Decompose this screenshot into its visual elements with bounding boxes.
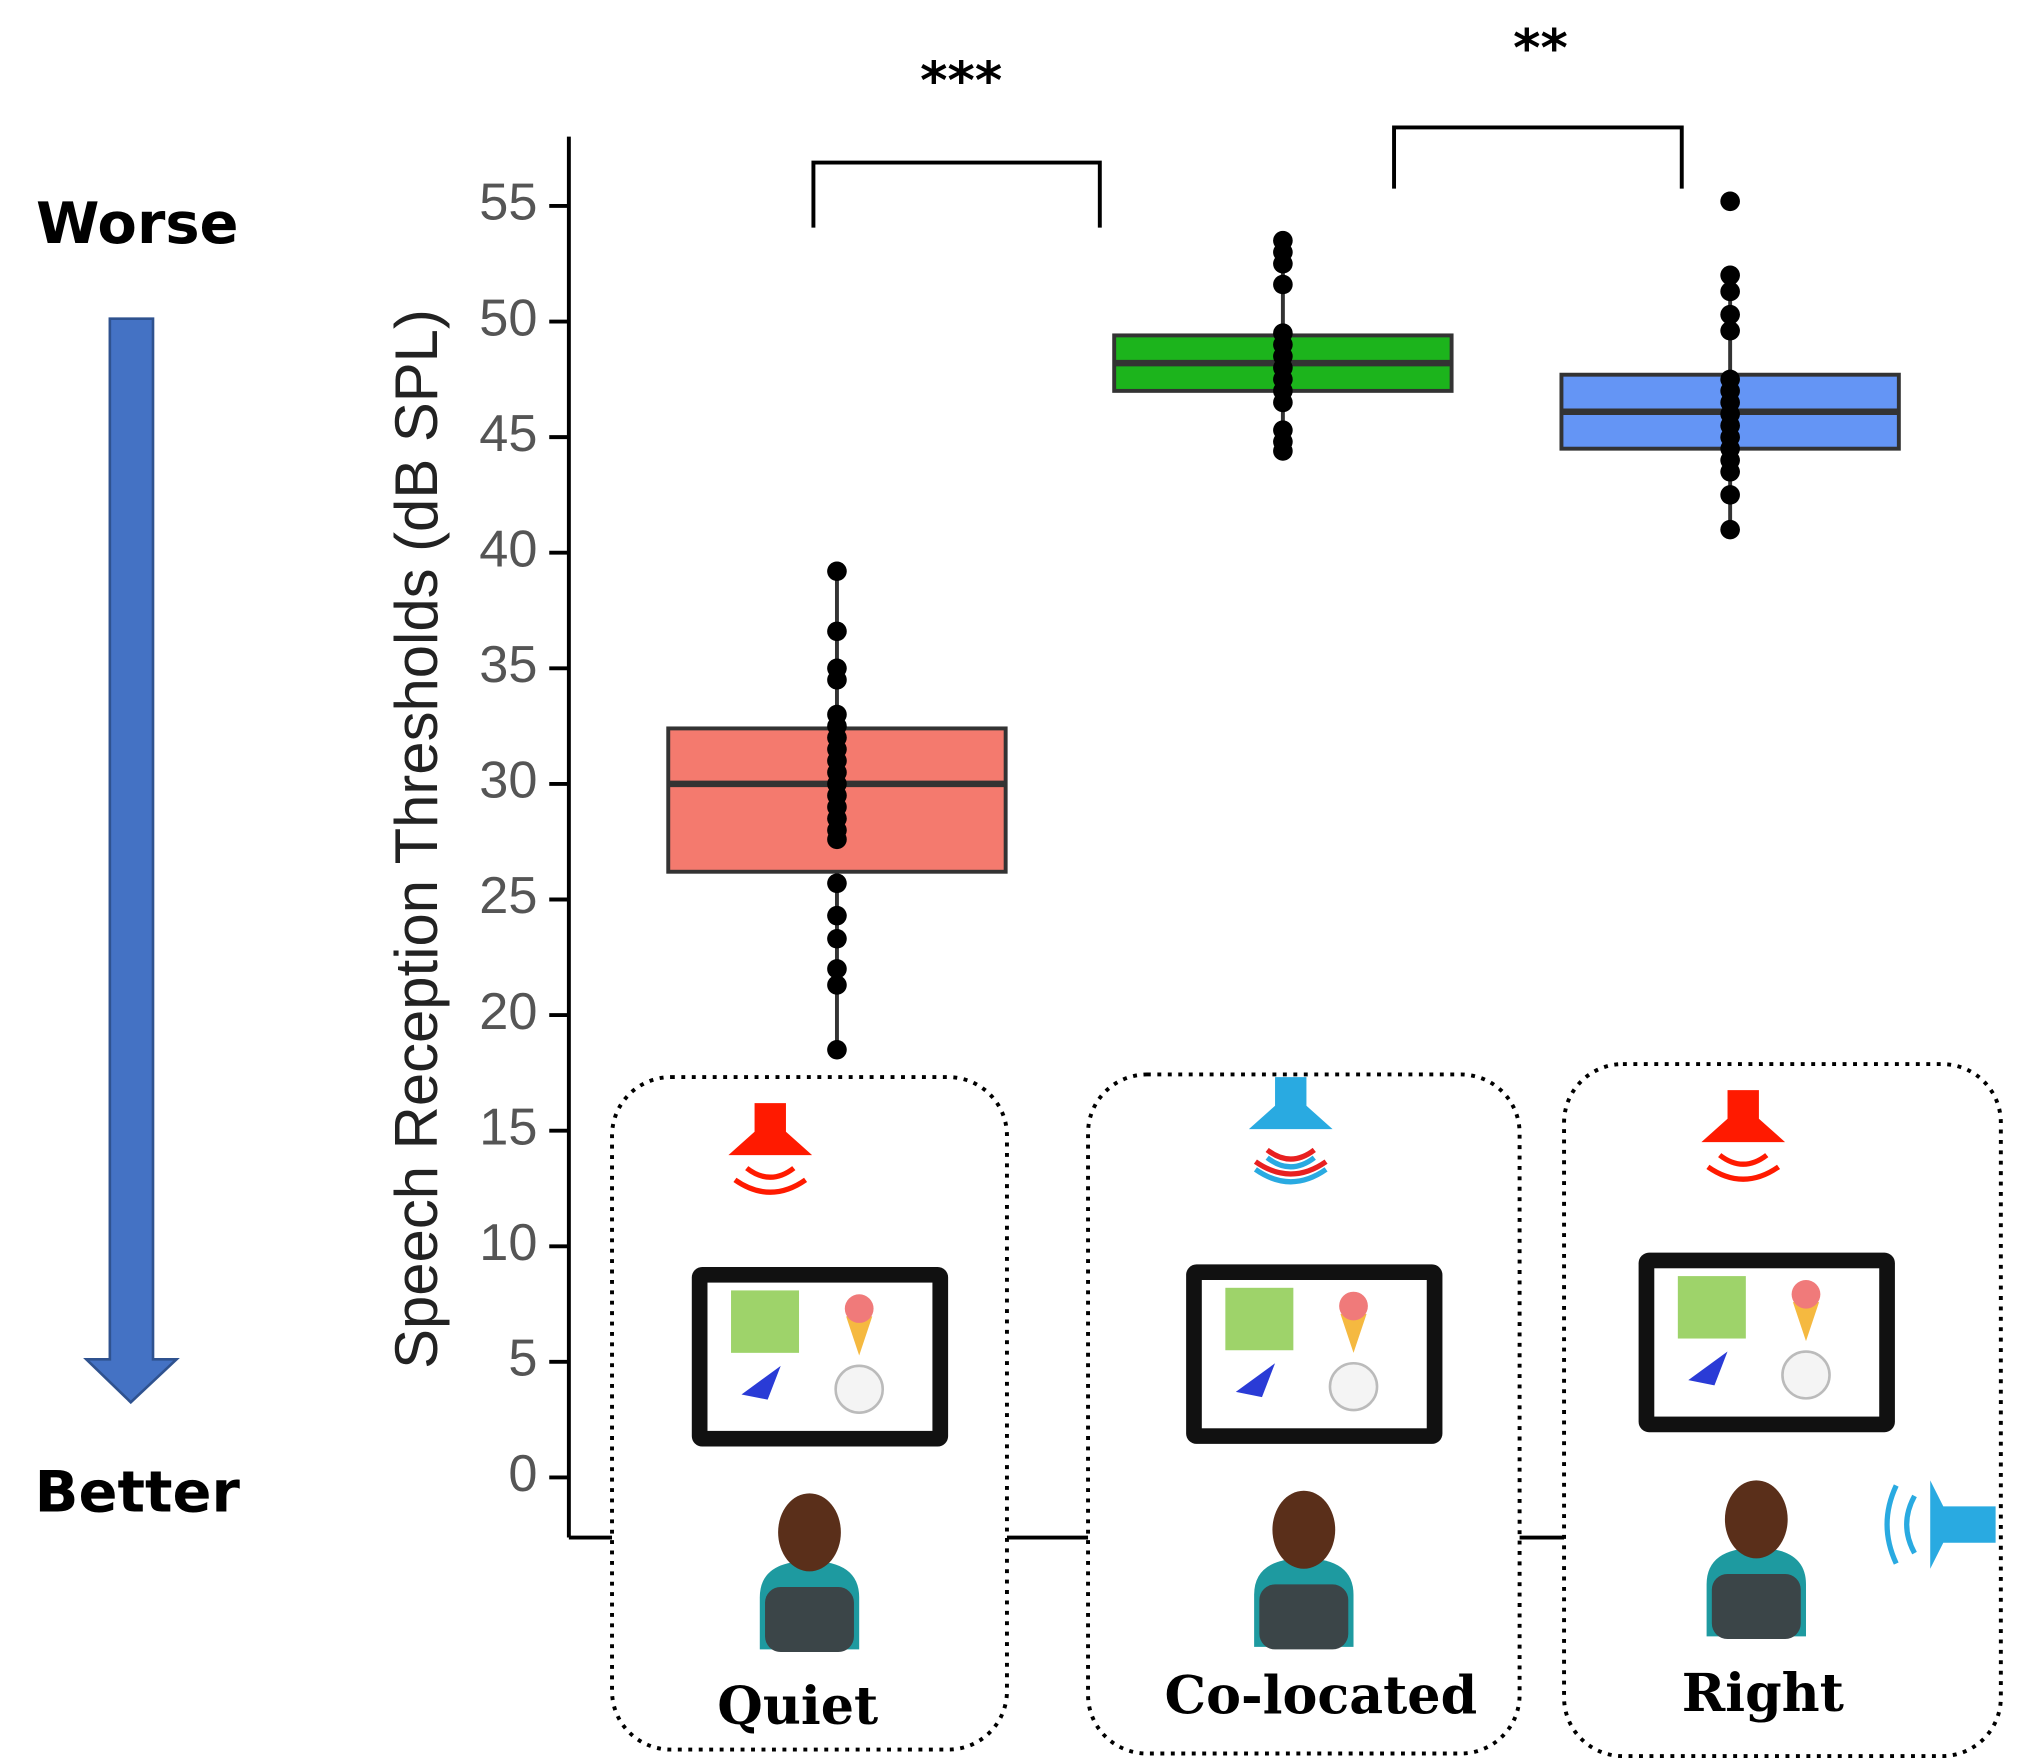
picture-ball [1782,1352,1829,1399]
data-point [827,670,847,690]
significance-label: ** [1513,19,1568,79]
picture-icecream-top [845,1294,874,1323]
chart: Worse Better Speech Reception Thresholds… [0,0,2044,1760]
data-point [1273,275,1293,295]
data-point [827,975,847,995]
y-tick-label: 45 [479,405,537,463]
chair [1259,1584,1348,1649]
picture-person [1678,1276,1746,1338]
scenario-panels: Quiet Co-located Right [612,1064,2001,1756]
better-label: Better [35,1459,241,1526]
y-tick-label: 25 [479,867,537,925]
picture-icecream-top [1792,1280,1821,1309]
y-tick-label: 5 [508,1330,537,1388]
data-point [827,830,847,850]
y-tick-label: 10 [479,1214,537,1272]
y-tick-label: 50 [479,289,537,347]
scenario-panel: Co-located [1088,1074,1520,1753]
worse-label: Worse [36,190,239,257]
data-point [1273,441,1293,461]
x-tick-label: Quiet [717,1676,878,1737]
scenario-panel: Quiet [612,1077,1007,1750]
y-tick-label: 0 [508,1445,537,1503]
y-axis-label: Speech Reception Thresholds (dB SPL) [383,309,450,1369]
x-tick-label: Right [1682,1663,1844,1724]
data-point [827,906,847,926]
y-tick-label: 35 [479,636,537,694]
person-head [1725,1480,1788,1558]
data-point [1720,192,1740,212]
chair [1712,1574,1801,1639]
data-point [1720,321,1740,341]
data-point [827,874,847,894]
picture-person [731,1290,799,1352]
y-tick-label: 40 [479,521,537,579]
picture-person [1225,1288,1293,1350]
person-head [778,1493,841,1571]
x-tick-label: Co-located [1164,1666,1477,1727]
picture-ball [1330,1363,1377,1410]
picture-ball [836,1366,883,1413]
data-point [827,561,847,581]
data-point [1273,254,1293,274]
chair [765,1587,854,1652]
page: Worse Better Speech Reception Thresholds… [0,0,2044,1760]
scenario-panel: Right [1564,1064,2001,1756]
person-head [1272,1491,1335,1569]
data-point [1273,393,1293,413]
data-point [1720,520,1740,540]
data-point [827,622,847,642]
data-point [1720,462,1740,482]
data-point [827,1040,847,1060]
y-tick-label: 20 [479,983,537,1041]
y-tick-label: 15 [479,1099,537,1157]
data-point [827,929,847,949]
data-point [1720,485,1740,505]
y-tick-label: 55 [479,174,537,232]
y-tick-label: 30 [479,752,537,810]
data-point [1720,282,1740,302]
significance-label: *** [920,52,1002,112]
picture-icecream-top [1339,1292,1368,1321]
